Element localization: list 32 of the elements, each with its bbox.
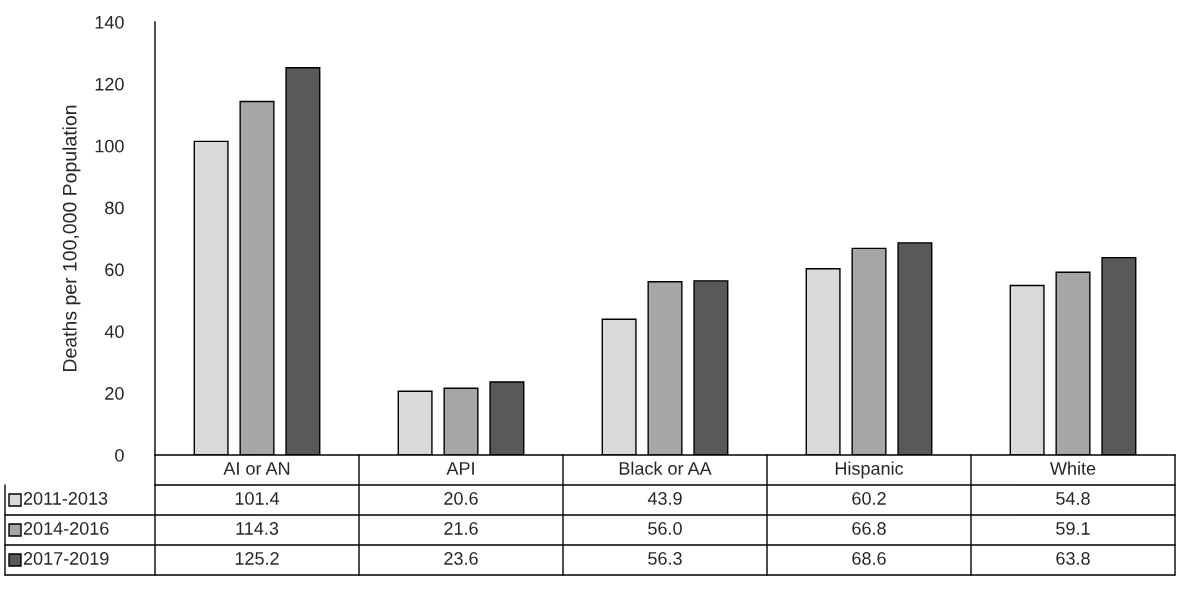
x-tick-label: Black or AA xyxy=(619,461,712,475)
y-tick-label: 120 xyxy=(95,77,124,91)
data-label: 114.3 xyxy=(236,522,279,535)
y-tick-label: 100 xyxy=(95,139,124,153)
data-label: 21.6 xyxy=(444,522,478,535)
data-label: 54.8 xyxy=(1056,492,1090,505)
data-label: 68.6 xyxy=(852,552,886,565)
y-tick-label: 60 xyxy=(105,263,124,277)
data-label: 59.1 xyxy=(1056,522,1090,535)
data-label: 63.8 xyxy=(1056,552,1090,565)
y-tick-label: 140 xyxy=(95,15,124,29)
data-label: 56.0 xyxy=(648,522,682,535)
data-label: 20.6 xyxy=(444,492,478,505)
x-tick-label: API xyxy=(446,462,474,475)
y-axis-title: Deaths per 100,000 Population xyxy=(62,105,81,371)
y-tick-label: 80 xyxy=(105,201,124,215)
y-tick-label: 20 xyxy=(105,387,124,400)
x-tick-label: Hispanic xyxy=(835,461,904,479)
data-label: 23.6 xyxy=(444,552,478,565)
legend-label: 2014-2016 xyxy=(23,522,109,535)
y-tick-label: 40 xyxy=(104,325,124,339)
x-tick-label: AI or AN xyxy=(223,462,290,475)
y-tick-label: 0 xyxy=(115,448,124,462)
data-label: 60.2 xyxy=(852,492,886,505)
data-label: 125.2 xyxy=(235,552,279,565)
legend-label: 2017-2019 xyxy=(23,552,109,565)
data-label: 101.4 xyxy=(235,492,280,505)
x-tick-label: White xyxy=(1050,461,1096,475)
data-label: 56.3 xyxy=(648,552,682,565)
data-label: 66.8 xyxy=(852,522,886,535)
legend-label: 2011-2013 xyxy=(23,492,108,505)
data-label: 43.9 xyxy=(647,492,682,505)
